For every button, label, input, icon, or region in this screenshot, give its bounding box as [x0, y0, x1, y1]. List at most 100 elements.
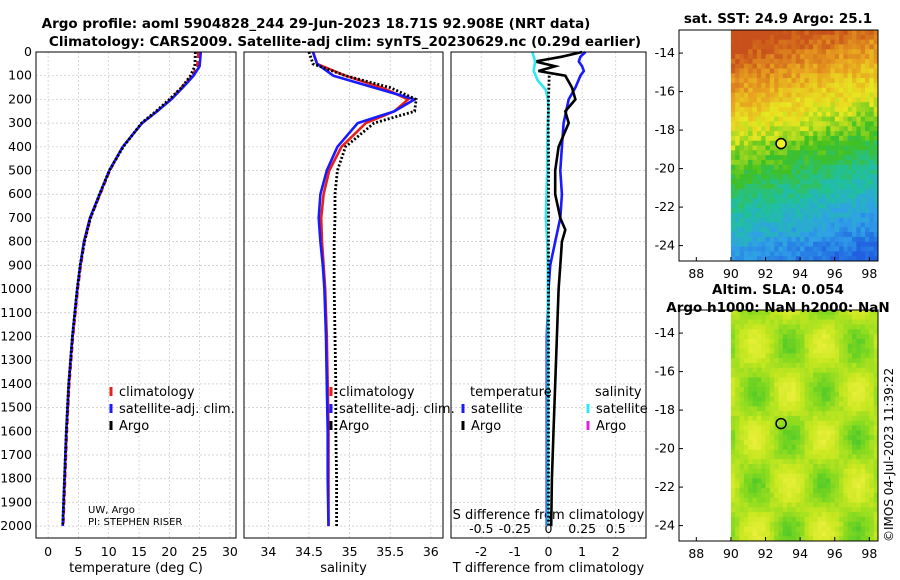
- map-cell: [730, 78, 736, 84]
- map-x-tick-label: 90: [723, 546, 739, 561]
- map-cell: [778, 459, 784, 465]
- map-cell: [765, 430, 771, 436]
- map-cell: [774, 169, 779, 175]
- map-cell: [787, 334, 792, 340]
- map-cell: [743, 435, 749, 441]
- map-cell: [752, 353, 758, 359]
- map-cell: [826, 208, 831, 214]
- map-cell: [739, 449, 745, 455]
- map-cell: [873, 367, 879, 373]
- map-cell: [821, 526, 827, 532]
- map-cell: [739, 516, 745, 523]
- map-cell: [756, 468, 762, 474]
- map-cell: [865, 420, 870, 426]
- map-cell: [730, 454, 736, 460]
- map-cell: [852, 164, 857, 170]
- map-cell: [743, 338, 749, 345]
- map-cell: [847, 107, 853, 113]
- map-cell: [782, 314, 788, 320]
- map-cell: [869, 184, 874, 190]
- map-cell: [813, 478, 818, 484]
- map-cell: [865, 483, 870, 489]
- map-cell: [813, 483, 818, 489]
- map-cell: [821, 531, 827, 537]
- map-cell: [826, 319, 831, 325]
- map-cell: [808, 377, 814, 383]
- map-cell: [739, 246, 745, 252]
- map-cell: [813, 251, 818, 257]
- map-cell: [821, 516, 827, 523]
- map-cell: [765, 531, 771, 537]
- map-cell: [769, 150, 775, 156]
- map-cell: [743, 78, 749, 84]
- map-cell: [765, 439, 771, 446]
- map-cell: [782, 358, 788, 364]
- map-cell: [778, 54, 784, 60]
- map-cell: [808, 58, 814, 65]
- map-cell: [873, 251, 879, 257]
- map-cell: [774, 150, 779, 156]
- map-cell: [834, 107, 840, 113]
- map-cell: [834, 97, 840, 103]
- map-cell: [813, 334, 818, 340]
- map-cell: [774, 430, 779, 436]
- map-cell: [800, 377, 805, 383]
- series-line-satellite-adj-clim-: [311, 51, 418, 527]
- map-cell: [730, 521, 736, 527]
- map-cell: [856, 174, 862, 180]
- map-cell: [787, 150, 792, 156]
- map-cell: [739, 454, 745, 460]
- map-cell: [856, 126, 862, 132]
- map-cell: [795, 449, 801, 455]
- map-cell: [865, 362, 870, 369]
- map-cell: [817, 174, 823, 180]
- map-cell: [865, 169, 870, 175]
- map-cell: [800, 121, 805, 127]
- map-cell: [813, 188, 818, 194]
- map-cell: [873, 497, 879, 503]
- map-cell: [865, 459, 870, 465]
- map-cell: [813, 492, 818, 499]
- map-cell: [739, 483, 745, 489]
- map-cell: [730, 507, 736, 513]
- map-cell: [752, 131, 758, 137]
- map-cell: [826, 531, 831, 537]
- map-cell: [791, 334, 797, 340]
- map-cell: [830, 478, 836, 484]
- map-cell: [860, 179, 866, 185]
- map-cell: [743, 236, 749, 243]
- map-cell: [860, 227, 866, 233]
- map-cell: [795, 145, 801, 151]
- map-cell: [834, 334, 840, 340]
- map-cell: [808, 145, 814, 151]
- map-cell: [843, 334, 849, 340]
- map-cell: [856, 159, 862, 166]
- map-cell: [800, 391, 805, 397]
- map-cell: [821, 116, 827, 122]
- map-cell: [739, 358, 745, 364]
- map-cell: [856, 82, 862, 89]
- map-cell: [821, 343, 827, 349]
- map-cell: [856, 140, 862, 146]
- map-cell: [769, 483, 775, 489]
- map-cell: [865, 401, 870, 407]
- map-cell: [782, 396, 788, 402]
- map-cell: [800, 241, 805, 247]
- map-cell: [778, 126, 784, 132]
- map-cell: [761, 169, 766, 175]
- map-cell: [856, 188, 862, 194]
- map-cell: [856, 102, 862, 108]
- map-cell: [730, 478, 736, 484]
- map-cell: [813, 497, 818, 503]
- map-cell: [782, 97, 788, 103]
- map-cell: [865, 251, 870, 257]
- map-cell: [817, 97, 823, 103]
- map-cell: [821, 159, 827, 166]
- map-cell: [865, 521, 870, 527]
- map-cell: [839, 111, 844, 117]
- map-cell: [817, 82, 823, 89]
- map-cell: [873, 126, 879, 132]
- map-cell: [873, 420, 879, 426]
- map-cell: [826, 516, 831, 523]
- map-cell: [839, 435, 844, 441]
